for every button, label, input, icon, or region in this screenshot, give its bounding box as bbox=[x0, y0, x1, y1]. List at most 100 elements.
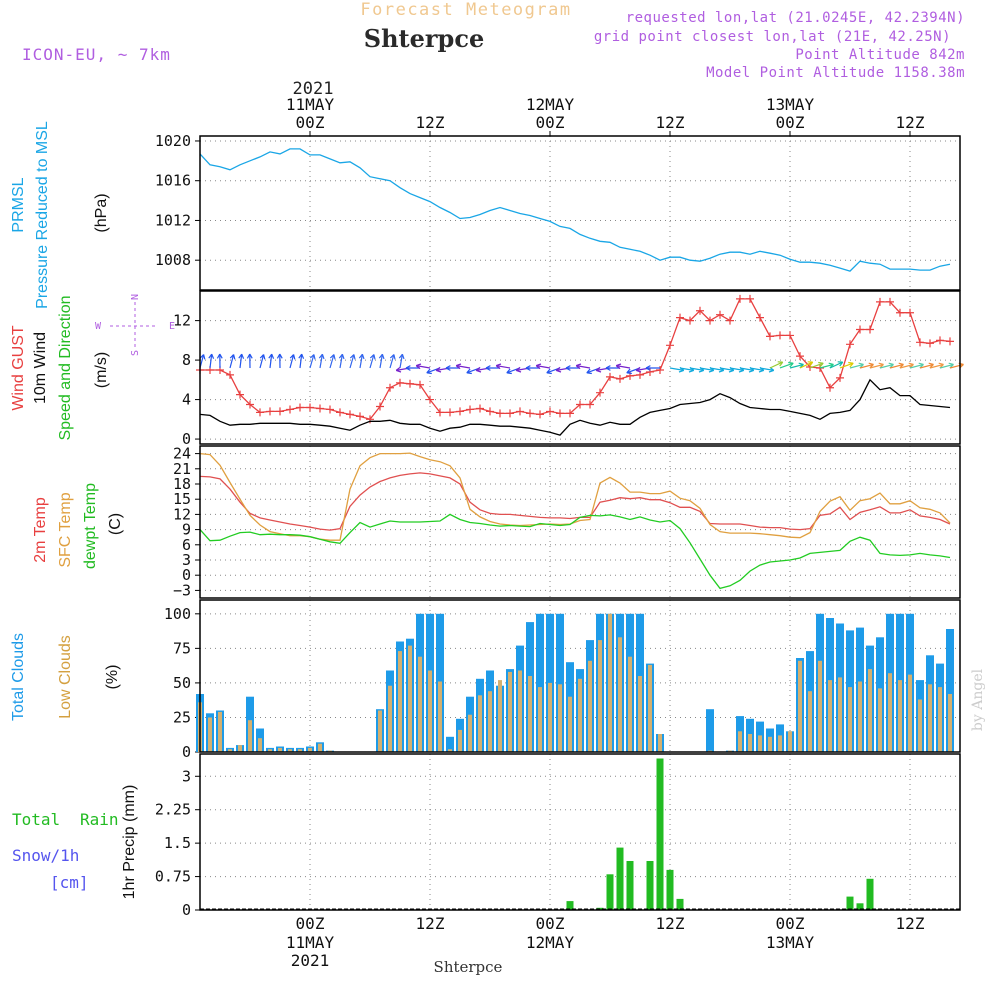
top-date-label: 13MAY bbox=[766, 95, 815, 114]
wind-direction-arrow bbox=[536, 365, 551, 369]
wind-arrow-head bbox=[878, 362, 884, 369]
gust-marker bbox=[446, 408, 454, 417]
low-clouds-bar bbox=[388, 685, 392, 752]
gust-marker bbox=[566, 409, 574, 418]
gust-marker bbox=[306, 403, 314, 412]
bottom-date-label: 12MAY bbox=[526, 933, 575, 952]
gust-marker bbox=[316, 404, 324, 413]
bottom-hour-label: 12Z bbox=[896, 914, 925, 933]
gust-marker bbox=[506, 409, 514, 418]
wind-arrow-head bbox=[298, 353, 305, 359]
wind-arrow-head bbox=[888, 362, 894, 369]
gust-marker bbox=[946, 337, 954, 346]
ytick-label-wind: 8 bbox=[182, 351, 191, 369]
total-clouds-bar bbox=[706, 709, 714, 752]
low-clouds-bar bbox=[848, 687, 852, 752]
low-clouds-bar bbox=[858, 681, 862, 752]
wind-arrow-head bbox=[378, 353, 385, 360]
ytick-label-clouds: 50 bbox=[173, 674, 191, 692]
wind-direction-arrow bbox=[369, 354, 375, 369]
wind-direction-arrow bbox=[689, 367, 704, 371]
gust-marker bbox=[426, 395, 434, 404]
wind-arrow-head bbox=[908, 362, 914, 369]
low-clouds-bar bbox=[408, 645, 412, 752]
wind-labels: Wind GUST 10m Wind Speed and Direction (… bbox=[10, 294, 175, 441]
wind-direction-arrow bbox=[576, 365, 591, 369]
rain-bar bbox=[656, 758, 664, 910]
low-clouds-bar bbox=[888, 673, 892, 752]
low-clouds-bar bbox=[288, 749, 292, 752]
low-clouds-bar bbox=[808, 691, 812, 752]
low-clouds-bar bbox=[468, 714, 472, 752]
wind-direction-arrow bbox=[229, 354, 235, 369]
gust-marker bbox=[376, 402, 384, 411]
wind-arrow-head bbox=[259, 354, 266, 360]
requested-coords: requested lon,lat (21.0245E, 42.2394N) bbox=[626, 10, 965, 26]
rain-bar bbox=[856, 903, 864, 910]
wind-direction-arrow bbox=[496, 365, 511, 369]
series-line-10m-wind bbox=[199, 378, 951, 436]
ytick-label-pressure: 1012 bbox=[155, 211, 191, 229]
wind-direction-arrow bbox=[729, 367, 744, 371]
low-clouds-bar bbox=[498, 680, 502, 752]
grid-point-coords: grid point closest lon,lat (21E, 42.25N) bbox=[594, 29, 951, 45]
low-clouds-bar bbox=[258, 738, 262, 752]
low-clouds-bar bbox=[378, 710, 382, 752]
gust-label: Wind GUST bbox=[10, 325, 27, 411]
gust-marker bbox=[236, 390, 244, 399]
panel-frame-pressure bbox=[199, 135, 961, 291]
wind-direction-arrow bbox=[309, 354, 315, 369]
wind-arrow-head bbox=[415, 363, 422, 370]
gust-marker bbox=[676, 313, 684, 322]
gust-marker bbox=[356, 412, 364, 421]
top-year-label: 2021 bbox=[293, 79, 334, 99]
wind-direction-arrow bbox=[789, 363, 804, 369]
wind-direction-arrow bbox=[899, 363, 914, 369]
wind-arrow-head bbox=[868, 362, 874, 369]
low-clouds-bar bbox=[648, 664, 652, 752]
gust-marker bbox=[516, 407, 524, 416]
snow-cm-label: [cm] bbox=[50, 873, 89, 892]
gust-marker bbox=[436, 408, 444, 417]
wind-arrow-head bbox=[369, 354, 376, 360]
gust-marker bbox=[326, 405, 334, 414]
wind-direction-arrow bbox=[749, 367, 764, 371]
low-clouds-bar bbox=[528, 676, 532, 752]
wind-direction-arrow bbox=[699, 367, 714, 371]
rain-bar bbox=[646, 861, 654, 910]
low-clouds-bar bbox=[788, 731, 792, 752]
wind-direction-arrow bbox=[669, 367, 684, 371]
wind-direction-arrow bbox=[769, 361, 783, 369]
wind-arrow-head bbox=[645, 365, 651, 371]
low-clouds-bar bbox=[298, 749, 302, 752]
low-clouds-bar bbox=[508, 671, 512, 752]
wind-arrow-head bbox=[938, 362, 944, 369]
wind-arrow-head bbox=[818, 361, 824, 368]
ytick-label-temp: −3 bbox=[173, 581, 191, 599]
low-clouds-bar bbox=[418, 656, 422, 752]
total-clouds-bar bbox=[536, 613, 544, 752]
point-altitude: Point Altitude 842m bbox=[795, 47, 965, 63]
bottom-hour-label: 12Z bbox=[656, 914, 685, 933]
panel-frame-precip bbox=[199, 753, 961, 911]
wind-direction-arrow bbox=[389, 354, 395, 369]
gust-marker bbox=[776, 331, 784, 340]
wind-arrow-head bbox=[928, 362, 934, 369]
wind-arrow-head bbox=[435, 366, 442, 373]
wind-direction-arrow bbox=[929, 363, 944, 369]
wind-arrow-head bbox=[309, 354, 316, 360]
wind-arrow-head bbox=[515, 366, 522, 373]
wind-arrow-head bbox=[807, 361, 814, 367]
total-clouds-bar bbox=[446, 736, 454, 752]
ytick-label-precip: 3 bbox=[182, 767, 191, 785]
wind-direction-arrow bbox=[349, 354, 355, 369]
compass-n: N bbox=[130, 294, 141, 300]
cloud-labels: Total Clouds Low Clouds (%) bbox=[10, 633, 121, 721]
low-clouds-bar bbox=[838, 677, 842, 752]
top-hour-label: 12Z bbox=[416, 113, 445, 132]
wind-arrow-head bbox=[485, 365, 491, 371]
wind-direction-arrow bbox=[719, 367, 734, 371]
wind-arrow-head bbox=[626, 368, 632, 375]
ytick-label-temp: 18 bbox=[173, 475, 191, 493]
